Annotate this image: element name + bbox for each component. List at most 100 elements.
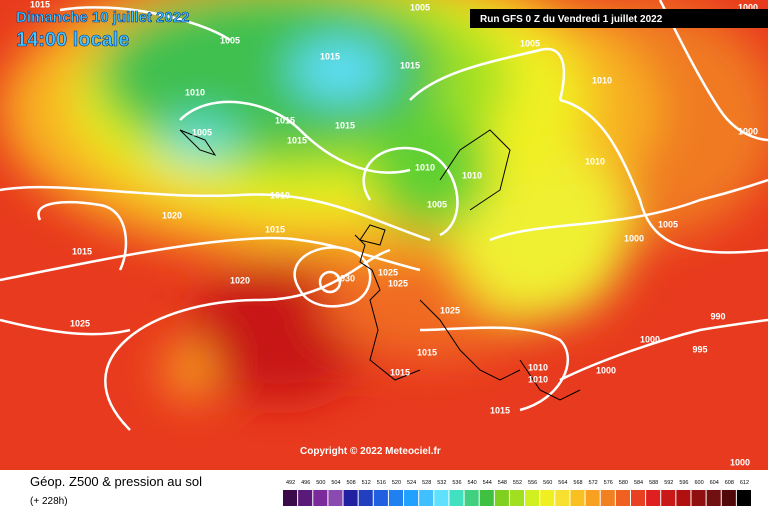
scale-swatch — [358, 490, 373, 506]
scale-swatch — [298, 490, 313, 506]
scale-swatch — [494, 490, 509, 506]
isobar-label: 1000 — [738, 126, 758, 136]
isobar-label: 1015 — [275, 115, 295, 125]
isobar-label: 1010 — [528, 374, 548, 384]
isobar-label: 1015 — [400, 60, 420, 70]
scale-label: 496 — [301, 480, 310, 486]
isobar-label: 990 — [710, 311, 725, 321]
scale-label: 508 — [346, 480, 355, 486]
coastlines — [179, 129, 581, 401]
scale-swatch — [343, 490, 358, 506]
isobar-label: 1005 — [427, 199, 447, 209]
scale-swatch — [388, 490, 404, 506]
isobar-label: 1010 — [592, 75, 612, 85]
scale-label: 504 — [331, 480, 340, 486]
scale-swatch — [373, 490, 388, 506]
scale-swatch — [615, 490, 630, 506]
isobar-label: 995 — [692, 344, 707, 354]
isobar-label: 1015 — [335, 120, 355, 130]
isobar-label: 1015 — [417, 347, 437, 357]
scale-swatch — [434, 490, 449, 506]
isobars — [0, 0, 768, 431]
scale-label: 524 — [407, 480, 416, 486]
scale-label: 492 — [286, 480, 295, 486]
isobar-label: 1015 — [287, 135, 307, 145]
isobar-label: 1000 — [596, 365, 616, 375]
scale-swatch — [328, 490, 343, 506]
color-scale: 492 496 500 504 508 512 516 520 524 528 532 536 540 5… — [283, 480, 751, 506]
scale-label: 604 — [710, 480, 719, 486]
isobar-label: 1025 — [440, 305, 460, 315]
scale-swatch — [676, 490, 691, 506]
isobar-label: 1010 — [462, 170, 482, 180]
isobar-label: 1010 — [585, 156, 605, 166]
copyright: Copyright © 2022 Meteociel.fr — [300, 446, 441, 457]
scale-swatch — [509, 490, 525, 506]
scale-swatch — [479, 490, 494, 506]
scale-label: 544 — [483, 480, 492, 486]
scale-label: 596 — [679, 480, 688, 486]
isobar-label: 1015 — [30, 0, 50, 9]
scale-label: 580 — [619, 480, 628, 486]
scale-label: 516 — [377, 480, 386, 486]
scale-label: 556 — [528, 480, 537, 486]
scale-label: 536 — [452, 480, 461, 486]
isobar-label: 1005 — [520, 38, 540, 48]
scale-swatch — [736, 490, 751, 506]
isobar-label: 1010 — [185, 87, 205, 97]
scale-label: 560 — [543, 480, 552, 486]
isobar-label: 1015 — [265, 224, 285, 234]
scale-label: 576 — [604, 480, 613, 486]
isobar-label: 1000 — [624, 233, 644, 243]
scale-label: 592 — [664, 480, 673, 486]
height-field — [0, 0, 768, 400]
scale-swatch — [464, 490, 479, 506]
footer-title: Géop. Z500 & pression au sol — [30, 474, 202, 489]
isobar-label: 1000 — [730, 457, 750, 467]
isobar-label: 1005 — [192, 127, 212, 137]
scale-swatch — [691, 490, 706, 506]
scale-swatch — [646, 490, 661, 506]
isobar-label: 1025 — [388, 278, 408, 288]
run-info: Run GFS 0 Z du Vendredi 1 juillet 2022 — [480, 14, 663, 25]
scale-swatch — [404, 490, 419, 506]
scale-swatch — [419, 490, 434, 506]
isobar-label: 1010 — [528, 362, 548, 372]
scale-label: 584 — [634, 480, 643, 486]
isobar-label: 1015 — [72, 246, 92, 256]
forecast-time: 14:00 locale — [16, 29, 129, 51]
scale-swatch — [313, 490, 328, 506]
scale-label: 588 — [649, 480, 658, 486]
scale-label: 612 — [740, 480, 749, 486]
isobar-label: 1010 — [270, 190, 290, 200]
scale-swatch — [555, 490, 570, 506]
isobar-label: 1030 — [335, 273, 355, 283]
scale-swatch — [525, 490, 540, 506]
scale-label: 608 — [725, 480, 734, 486]
scale-swatch — [283, 490, 298, 506]
scale-label: 500 — [316, 480, 325, 486]
scale-swatch — [585, 490, 600, 506]
isobar-label: 1005 — [220, 35, 240, 45]
scale-swatch — [706, 490, 721, 506]
isobar-label: 1005 — [410, 2, 430, 12]
isobar-label: 1000 — [738, 2, 758, 12]
scale-label: 532 — [437, 480, 446, 486]
isobar-label: 1020 — [230, 275, 250, 285]
isobar-labels: 1015 1005 1005 1005 1015 1015 1010 1005 1015 1015… — [30, 0, 758, 467]
footer-lead: (+ 228h) — [30, 496, 68, 507]
isobar-label: 1025 — [70, 318, 90, 328]
isobar-label: 1010 — [415, 162, 435, 172]
isobar-label: 1025 — [378, 267, 398, 277]
isobar-label: 1015 — [490, 405, 510, 415]
scale-swatch — [661, 490, 676, 506]
forecast-date: Dimanche 10 juillet 2022 — [16, 9, 189, 26]
scale-swatch — [630, 490, 646, 506]
scale-label: 564 — [558, 480, 567, 486]
scale-label: 540 — [468, 480, 477, 486]
scale-label: 528 — [422, 480, 431, 486]
isobar-label: 1005 — [658, 219, 678, 229]
scale-label: 552 — [513, 480, 522, 486]
isobar-label: 1015 — [390, 367, 410, 377]
